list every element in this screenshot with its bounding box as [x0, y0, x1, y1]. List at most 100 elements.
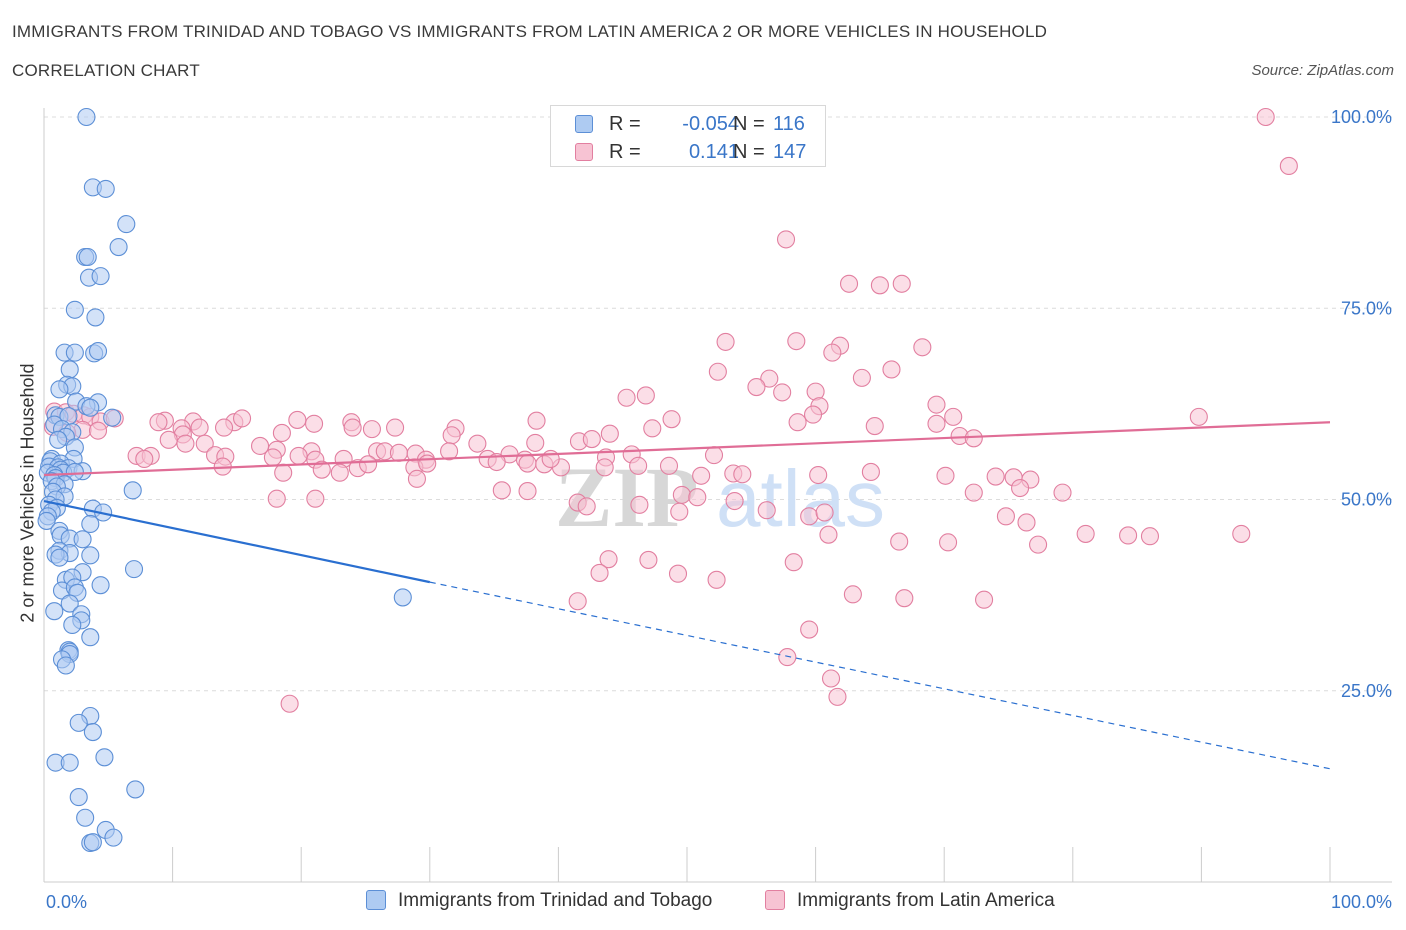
point-latin-america	[289, 446, 308, 465]
point-latin-america	[600, 424, 619, 443]
point-latin-america	[688, 488, 707, 507]
point-trinidad-tobago	[81, 546, 100, 565]
point-latin-america	[788, 413, 807, 432]
legend-r-label: R =	[609, 141, 641, 163]
point-latin-america	[927, 414, 946, 433]
point-latin-america	[305, 414, 324, 433]
point-latin-america	[692, 466, 711, 485]
point-latin-america	[159, 430, 178, 449]
point-latin-america	[149, 413, 168, 432]
point-trinidad-tobago	[37, 511, 56, 530]
point-trinidad-tobago	[393, 588, 412, 607]
point-trinidad-tobago	[123, 481, 142, 500]
point-latin-america	[617, 388, 636, 407]
point-latin-america	[389, 443, 408, 462]
point-latin-america	[1140, 527, 1160, 546]
point-latin-america	[362, 420, 381, 439]
point-latin-america	[526, 433, 545, 452]
point-latin-america	[1256, 107, 1275, 127]
y-tick-label: 50.0%	[1341, 490, 1392, 510]
legend-r-value: -0.054	[682, 113, 739, 135]
point-latin-america	[190, 418, 209, 437]
point-latin-america	[939, 533, 958, 552]
legend-swatch-series1	[575, 115, 593, 133]
point-latin-america	[492, 481, 511, 500]
point-latin-america	[267, 489, 286, 508]
point-latin-america	[630, 495, 649, 514]
point-latin-america	[823, 343, 842, 362]
point-trinidad-tobago	[60, 753, 79, 772]
legend-r-label: R =	[609, 113, 641, 135]
point-trinidad-tobago	[104, 828, 123, 847]
point-latin-america	[590, 563, 609, 582]
point-latin-america	[214, 418, 234, 437]
point-latin-america	[195, 434, 214, 453]
x-tick-label: 100.0%	[1331, 892, 1392, 912]
point-latin-america	[861, 462, 880, 482]
point-latin-america	[843, 585, 862, 604]
point-latin-america	[839, 274, 859, 293]
point-latin-america	[343, 418, 362, 437]
bottom-legend-series2: Immigrants from Latin America	[765, 890, 1055, 912]
point-latin-america	[890, 532, 909, 551]
point-latin-america	[828, 687, 847, 706]
data-points	[37, 107, 1298, 853]
point-latin-america	[776, 230, 796, 249]
point-latin-america	[716, 332, 735, 351]
point-trinidad-tobago	[91, 576, 110, 595]
point-latin-america	[733, 465, 752, 484]
point-latin-america	[803, 405, 823, 424]
point-trinidad-tobago	[86, 308, 105, 327]
point-latin-america	[359, 455, 378, 474]
point-latin-america	[1189, 407, 1208, 426]
point-latin-america	[176, 434, 195, 453]
point-latin-america	[913, 338, 932, 357]
point-latin-america	[1017, 513, 1036, 532]
y-tick-label: 100.0%	[1331, 107, 1392, 127]
point-latin-america	[636, 386, 655, 405]
point-latin-america	[870, 276, 889, 295]
point-trinidad-tobago	[88, 342, 108, 361]
point-trinidad-tobago	[76, 808, 95, 827]
point-latin-america	[986, 467, 1005, 486]
point-latin-america	[527, 411, 546, 430]
point-latin-america	[747, 377, 766, 397]
point-trinidad-tobago	[91, 267, 110, 286]
chart-title: IMMIGRANTS FROM TRINIDAD AND TOBAGO VS I…	[12, 22, 1048, 41]
point-trinidad-tobago	[69, 788, 88, 807]
chart-subtitle: CORRELATION CHART	[12, 61, 200, 80]
point-trinidad-tobago	[56, 656, 75, 675]
point-latin-america	[787, 332, 806, 351]
point-trinidad-tobago	[45, 602, 64, 621]
point-trinidad-tobago	[60, 360, 79, 379]
trend-line-latin-america	[43, 421, 1331, 477]
point-latin-america	[1279, 156, 1298, 176]
point-latin-america	[944, 407, 963, 426]
point-latin-america	[599, 550, 618, 569]
correlation-legend: R = -0.054 N = 116 R = 0.141 N = 147	[550, 105, 826, 167]
point-trinidad-tobago	[83, 833, 102, 852]
point-latin-america	[964, 483, 983, 502]
point-latin-america	[595, 458, 614, 477]
point-latin-america	[964, 429, 983, 448]
point-latin-america	[288, 410, 307, 429]
point-latin-america	[708, 362, 727, 381]
point-latin-america	[1029, 535, 1048, 554]
point-trinidad-tobago	[95, 748, 114, 767]
point-latin-america	[704, 446, 724, 465]
point-latin-america	[800, 507, 819, 526]
y-axis-label: 2 or more Vehicles in Household	[17, 363, 38, 623]
point-trinidad-tobago	[103, 408, 122, 427]
point-latin-america	[577, 497, 596, 516]
point-trinidad-tobago	[73, 530, 92, 549]
grid-lines	[44, 116, 1392, 692]
legend-n-value: 116	[773, 113, 805, 135]
point-latin-america	[852, 368, 871, 387]
point-latin-america	[312, 460, 331, 479]
legend-r-value: 0.141	[688, 141, 739, 163]
point-trinidad-tobago	[65, 462, 84, 482]
point-latin-america	[670, 502, 689, 521]
point-trinidad-tobago	[96, 179, 115, 198]
point-latin-america	[1011, 478, 1030, 498]
